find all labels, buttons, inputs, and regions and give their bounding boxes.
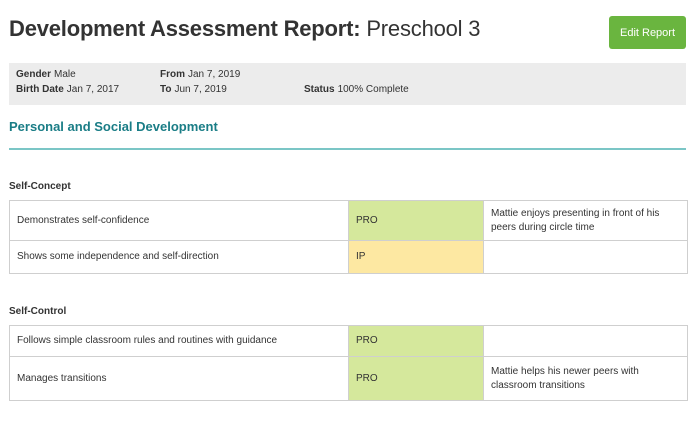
from-info: From Jan 7, 2019 — [160, 69, 240, 80]
status-value: 100% Complete — [337, 84, 409, 95]
comment-cell — [483, 325, 688, 357]
skill-cell: Follows simple classroom rules and routi… — [9, 325, 349, 357]
status-info: Status 100% Complete — [304, 84, 409, 95]
table-row: Manages transitions PRO Mattie helps his… — [9, 356, 688, 401]
skill-cell: Shows some independence and self-directi… — [9, 240, 349, 274]
level-cell[interactable]: PRO — [348, 200, 484, 241]
to-value: Jun 7, 2019 — [174, 84, 227, 95]
skill-cell: Manages transitions — [9, 356, 349, 401]
comment-cell: Mattie helps his newer peers with classr… — [483, 356, 688, 401]
table-row: Follows simple classroom rules and routi… — [9, 325, 688, 357]
level-cell[interactable]: PRO — [348, 356, 484, 401]
gender-info: Gender Male — [16, 69, 76, 80]
level-cell[interactable]: PRO — [348, 325, 484, 357]
page-title: Development Assessment Report: Preschool… — [9, 16, 481, 42]
self-concept-table: Demonstrates self-confidence PRO Mattie … — [9, 200, 688, 274]
section-divider — [9, 148, 686, 150]
comment-cell: Mattie enjoys presenting in front of his… — [483, 200, 688, 241]
birth-date-info: Birth Date Jan 7, 2017 — [16, 84, 119, 95]
status-label: Status — [304, 84, 335, 95]
table-row: Demonstrates self-confidence PRO Mattie … — [9, 200, 688, 241]
section-title: Personal and Social Development — [9, 119, 218, 134]
page-title-class: Preschool 3 — [366, 16, 481, 41]
self-control-table: Follows simple classroom rules and routi… — [9, 325, 688, 401]
edit-report-button[interactable]: Edit Report — [609, 16, 686, 49]
to-info: To Jun 7, 2019 — [160, 84, 227, 95]
report-info-box: Gender Male Birth Date Jan 7, 2017 From Jan… — [9, 63, 686, 105]
gender-label: Gender — [16, 69, 52, 80]
table-row: Shows some independence and self-directi… — [9, 240, 688, 274]
gender-value: Male — [54, 69, 76, 80]
from-label: From — [160, 69, 185, 80]
group-title-self-control: Self-Control — [9, 306, 67, 317]
to-label: To — [160, 84, 172, 95]
level-cell[interactable]: IP — [348, 240, 484, 274]
skill-cell: Demonstrates self-confidence — [9, 200, 349, 241]
page-title-bold: Development Assessment Report: — [9, 16, 361, 41]
group-title-self-concept: Self-Concept — [9, 181, 71, 192]
birth-date-value: Jan 7, 2017 — [66, 84, 120, 95]
birth-date-label: Birth Date — [16, 84, 64, 95]
from-value: Jan 7, 2019 — [188, 69, 241, 80]
comment-cell — [483, 240, 688, 274]
